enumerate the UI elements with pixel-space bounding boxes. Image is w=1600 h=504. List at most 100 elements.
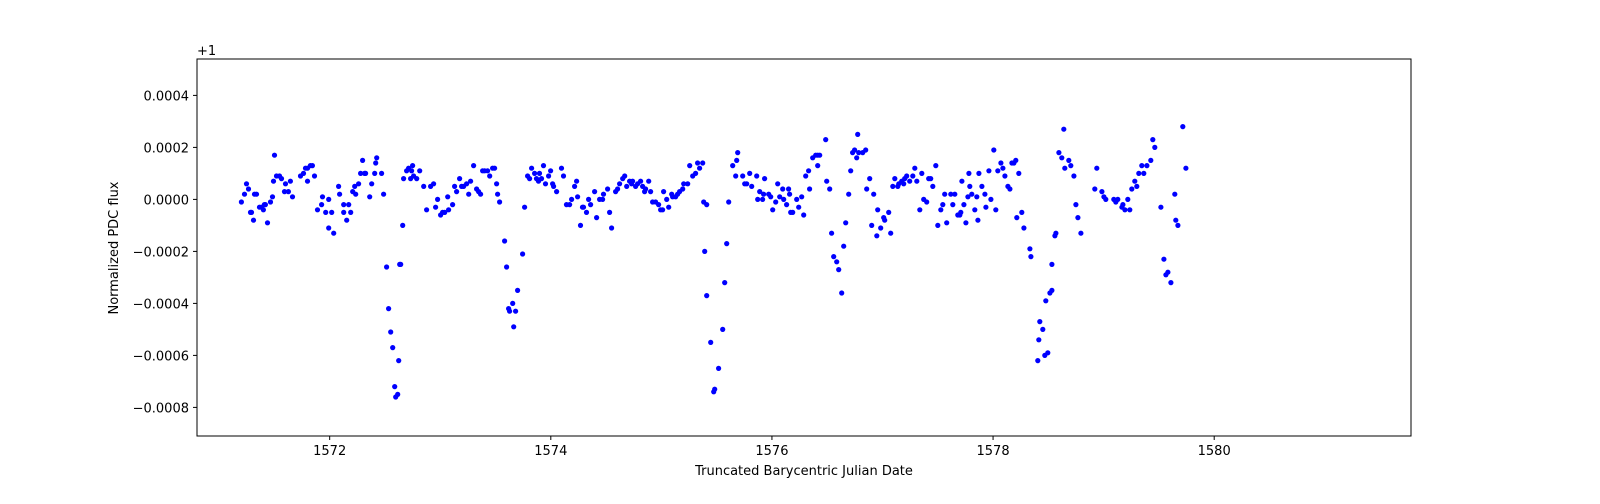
data-point — [245, 186, 252, 192]
data-point — [551, 183, 557, 189]
data-point — [882, 217, 888, 223]
data-point — [1141, 170, 1147, 176]
data-point — [720, 326, 726, 332]
data-point — [600, 196, 606, 202]
data-point — [1183, 165, 1189, 171]
y-axis-label: Normalized PDC flux — [107, 181, 122, 314]
data-point — [520, 251, 526, 257]
data-point — [369, 181, 375, 187]
data-point — [390, 345, 396, 351]
data-point — [775, 181, 781, 187]
data-point — [353, 191, 359, 197]
data-point — [995, 168, 1001, 174]
data-point — [278, 176, 285, 182]
data-point — [358, 170, 364, 176]
data-point — [554, 189, 560, 195]
data-point — [395, 391, 401, 397]
data-point — [983, 204, 989, 210]
data-point — [609, 225, 615, 231]
data-point — [787, 191, 793, 197]
data-point — [269, 194, 276, 200]
data-point — [507, 308, 513, 314]
data-point — [454, 189, 460, 195]
data-point — [755, 196, 761, 202]
data-point — [901, 181, 907, 187]
data-point — [890, 183, 896, 189]
data-point — [733, 173, 739, 179]
data-point — [666, 204, 672, 210]
data-point — [567, 202, 573, 208]
data-point — [352, 183, 358, 189]
data-point — [834, 259, 840, 265]
data-point — [965, 194, 971, 200]
data-point — [401, 176, 407, 182]
data-point — [1014, 215, 1020, 221]
x-tick-label: 1578 — [977, 444, 1010, 459]
data-point — [452, 183, 458, 189]
data-point — [754, 173, 760, 179]
data-point — [747, 170, 753, 176]
data-point — [264, 220, 271, 226]
data-point — [1021, 225, 1027, 231]
data-point — [875, 207, 881, 213]
data-point — [768, 194, 774, 200]
data-point — [1071, 173, 1077, 179]
data-point — [326, 225, 332, 231]
data-point — [693, 170, 699, 176]
data-point — [373, 160, 379, 166]
data-point — [329, 209, 335, 215]
data-point — [998, 160, 1004, 166]
data-point — [928, 176, 934, 182]
data-point — [1035, 358, 1041, 364]
data-point — [569, 196, 575, 202]
axes-frame — [196, 58, 1412, 437]
data-point — [1036, 337, 1042, 343]
data-point — [575, 194, 581, 200]
data-point — [466, 191, 472, 197]
data-point — [238, 199, 244, 205]
data-point — [424, 207, 430, 213]
data-point — [431, 181, 437, 187]
x-axis-label: Truncated Barycentric Julian Date — [694, 464, 913, 479]
data-point — [730, 163, 736, 169]
data-point — [930, 183, 936, 189]
data-point — [468, 178, 474, 184]
data-point — [410, 163, 416, 169]
data-point — [794, 196, 800, 202]
data-point — [510, 300, 516, 306]
data-point — [912, 165, 918, 171]
data-point — [963, 220, 969, 226]
data-point — [827, 186, 833, 192]
data-point — [253, 191, 260, 197]
data-point — [417, 168, 423, 174]
data-point — [712, 386, 718, 392]
data-point — [1103, 196, 1109, 202]
data-point — [1144, 163, 1150, 169]
data-point — [697, 165, 703, 171]
data-point — [806, 168, 812, 174]
data-point — [969, 191, 975, 197]
data-point — [967, 183, 973, 189]
data-point — [1028, 254, 1034, 260]
y-tick-label: 0.0000 — [144, 193, 190, 208]
data-point — [1062, 165, 1068, 171]
data-point — [924, 199, 930, 205]
data-point — [574, 178, 580, 184]
data-point — [592, 189, 598, 195]
data-point — [367, 194, 373, 200]
data-point — [1000, 165, 1006, 171]
data-point — [1049, 287, 1055, 293]
data-point — [704, 293, 710, 299]
data-point — [542, 181, 549, 187]
data-point — [878, 225, 884, 231]
data-point — [1043, 298, 1049, 304]
data-point — [546, 173, 552, 179]
data-point — [638, 178, 644, 184]
data-point — [360, 157, 366, 163]
data-point — [1045, 350, 1051, 356]
data-point — [1099, 189, 1105, 195]
data-point — [938, 207, 944, 213]
data-point — [993, 207, 999, 213]
data-point — [615, 186, 621, 192]
